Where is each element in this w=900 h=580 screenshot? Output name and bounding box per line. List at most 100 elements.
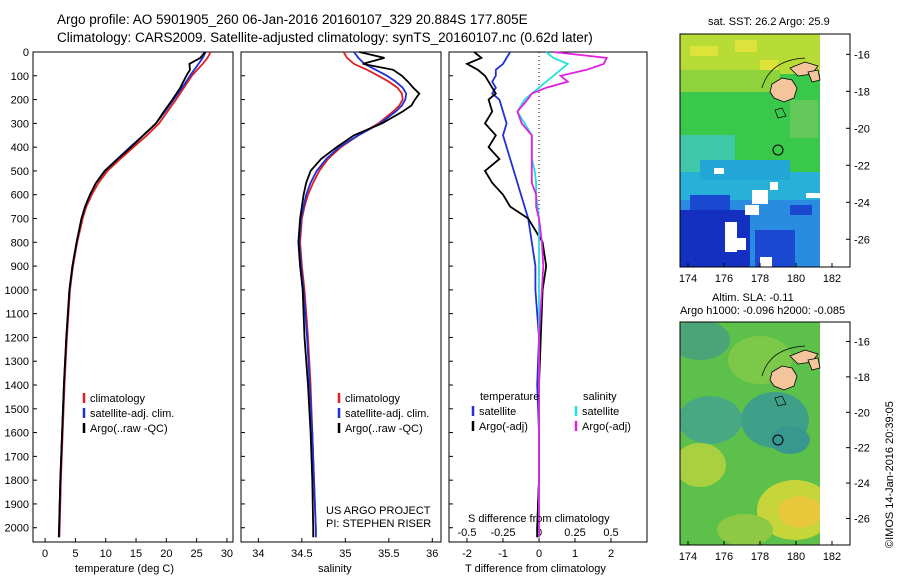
map-lat-label: -16 — [854, 49, 870, 61]
map-lon-label: 176 — [715, 273, 733, 285]
sst-map-title: sat. SST: 26.2 Argo: 25.9 — [708, 16, 830, 28]
map-lon-label: 180 — [787, 551, 805, 563]
map-lon-label: 176 — [715, 551, 733, 563]
sla-map-land — [761, 345, 821, 446]
map-axes: 174 176 178 180 182 -16 -18 -20 -22 -24 -26 174 176 1… — [679, 49, 870, 563]
depth-tick-label: 1100 — [5, 309, 29, 321]
depth-tick-label: 1700 — [5, 451, 29, 463]
profile-line-satellite-adj-clim- — [57, 51, 207, 538]
temperature-legend-label: Argo(..raw -QC) — [90, 423, 168, 435]
map-lat-label: -20 — [854, 407, 870, 419]
diff-temperature-legend-label: satellite — [479, 406, 516, 418]
diff-line-temperature-satellite — [491, 51, 540, 538]
difference-xlabel-top: S difference from climatology — [468, 513, 610, 525]
figure-title-line-2: Climatology: CARS2009. Satellite-adjuste… — [57, 30, 593, 45]
salinity-profiles: 34 34.5 35 35.5 36 climatology satellite-adj. … — [252, 51, 438, 560]
diff-legend-title-temperature: temperature — [480, 391, 539, 403]
profile-line-argo-raw-qc- — [57, 51, 206, 538]
diff-salinity-legend-label: Argo(-adj) — [582, 421, 631, 433]
map-lon-label: 178 — [751, 273, 769, 285]
difference-profiles: -2-1012-0.5-0.2500.250.5temperaturesatel… — [458, 51, 631, 560]
temperature-xlabel: temperature (deg C) — [75, 563, 175, 575]
sst-map-frame — [679, 33, 851, 268]
x-tick-label: 15 — [130, 548, 142, 560]
sst-map — [680, 34, 820, 267]
x-tick-label: 0 — [536, 548, 542, 560]
x-tick-label: 10 — [100, 548, 112, 560]
sla-map-title-1: Altim. SLA: -0.11 — [712, 292, 794, 304]
map-lat-label: -16 — [854, 336, 870, 348]
temperature-legend-label: satellite-adj. clim. — [90, 408, 174, 420]
profile-line-satellite-adj-clim- — [298, 51, 408, 538]
depth-tick-label: 500 — [11, 166, 29, 178]
imos-timestamp: ©IMOS 14-Jan-2016 20:39:05 — [884, 401, 896, 548]
map-lon-label: 178 — [751, 551, 769, 563]
depth-tick-label: 600 — [11, 190, 29, 202]
x-tick-label: 35 — [339, 548, 351, 560]
map-lat-label: -20 — [854, 123, 870, 135]
depth-tick-label: 1800 — [5, 475, 29, 487]
figure-title-line-1: Argo profile: AO 5901905_260 06-Jan-2016… — [57, 12, 528, 27]
salinity-xlabel: salinity — [318, 563, 352, 575]
x-tick-label: 2 — [608, 548, 614, 560]
depth-tick-label: 700 — [11, 214, 29, 226]
x-tick-label: -1 — [498, 548, 508, 560]
depth-tick-label: 400 — [11, 142, 29, 154]
temperature-profiles: 0 5 10 15 20 25 30 climatology satellite-adj. cl… — [42, 51, 233, 560]
x-tick-label: 34 — [252, 548, 264, 560]
profile-line-climatology — [299, 51, 404, 538]
depth-tick-label: 1400 — [5, 380, 29, 392]
depth-tick-label: 1900 — [5, 499, 29, 511]
map-lon-label: 174 — [679, 551, 697, 563]
sst-map-land — [761, 57, 821, 156]
x-tick-label: 36 — [426, 548, 438, 560]
salinity-legend-label: climatology — [345, 393, 401, 405]
map-lat-label: -22 — [854, 443, 870, 455]
depth-tick-label: 200 — [11, 95, 29, 107]
salinity-plot-frame — [240, 51, 442, 543]
map-lat-label: -24 — [854, 197, 870, 209]
x-tick-label: 1 — [572, 548, 578, 560]
x-tick-label: 34.5 — [291, 548, 312, 560]
s-diff-tick-label: 0.25 — [564, 527, 585, 539]
depth-tick-label: 800 — [11, 237, 29, 249]
map-lat-label: -26 — [854, 513, 870, 525]
x-tick-label: 20 — [160, 548, 172, 560]
salinity-legend-label: satellite-adj. clim. — [345, 408, 429, 420]
x-tick-label: 0 — [42, 548, 48, 560]
map-lon-label: 180 — [787, 273, 805, 285]
depth-tick-label: 300 — [11, 118, 29, 130]
map-lat-label: -18 — [854, 86, 870, 98]
map-lon-label: 182 — [823, 273, 841, 285]
diff-salinity-legend-label: satellite — [582, 406, 619, 418]
x-tick-label: 5 — [72, 548, 78, 560]
map-lat-label: -22 — [854, 160, 870, 172]
map-lon-label: 174 — [679, 273, 697, 285]
map-lon-label: 182 — [823, 551, 841, 563]
map-lat-label: -18 — [854, 372, 870, 384]
x-tick-label: -2 — [462, 548, 472, 560]
depth-tick-label: 0 — [23, 47, 29, 59]
difference-plot-frame — [448, 51, 648, 543]
diff-temperature-legend-label: Argo(-adj) — [479, 421, 528, 433]
temperature-plot-frame — [32, 51, 234, 543]
depth-tick-label: 1300 — [5, 356, 29, 368]
depth-tick-label: 1500 — [5, 404, 29, 416]
profile-line-argo-raw-qc- — [297, 51, 421, 538]
difference-xlabel: T difference from climatology — [465, 563, 606, 575]
profile-line-climatology — [58, 51, 212, 538]
depth-tick-label: 900 — [11, 261, 29, 273]
salinity-legend-label: Argo(..raw -QC) — [345, 423, 423, 435]
temperature-legend-label: climatology — [90, 393, 146, 405]
diff-legend-title-salinity: salinity — [583, 391, 617, 403]
s-diff-tick-label: -0.5 — [458, 527, 477, 539]
s-diff-tick-label: 0.5 — [603, 527, 618, 539]
sla-map-frame — [679, 321, 851, 546]
sla-map-title-2: Argo h1000: -0.096 h2000: -0.085 — [680, 305, 846, 317]
map-lat-label: -26 — [854, 234, 870, 246]
depth-tick-label: 2000 — [5, 523, 29, 535]
diff-line-salinity-argo-adj- — [516, 51, 609, 538]
depth-axis: 0 100 200 300 400 500 600 700 800 900 1000 1100 1200… — [5, 47, 453, 535]
depth-tick-label: 100 — [11, 71, 29, 83]
